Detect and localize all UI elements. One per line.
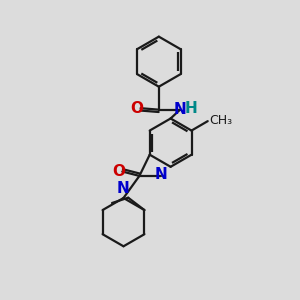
Text: H: H (185, 101, 198, 116)
Text: N: N (154, 167, 167, 182)
Text: O: O (112, 164, 125, 179)
Text: N: N (174, 102, 186, 117)
Text: N: N (117, 181, 130, 196)
Text: O: O (130, 101, 143, 116)
Text: CH₃: CH₃ (209, 114, 232, 127)
